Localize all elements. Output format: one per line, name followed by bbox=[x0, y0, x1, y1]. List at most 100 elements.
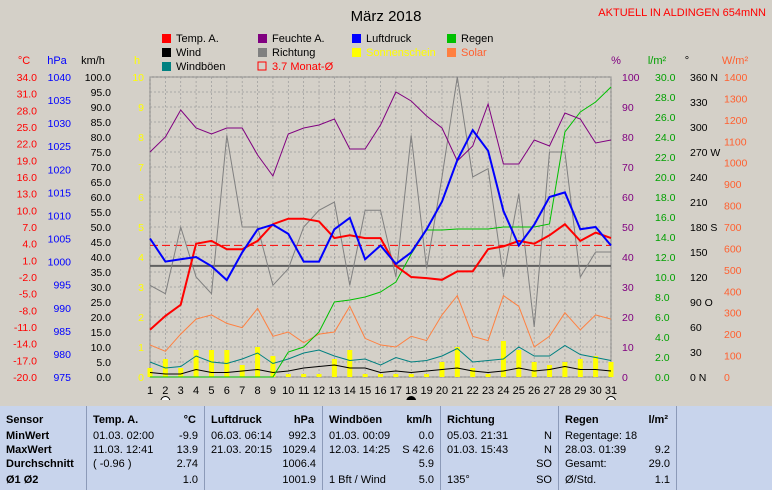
x-tick: 30 bbox=[590, 385, 602, 397]
legend-label: Temp. A. bbox=[176, 33, 219, 45]
deg-tick: 360 N bbox=[690, 72, 718, 84]
series-line-regen bbox=[150, 86, 612, 378]
temp-tick: -11.0 bbox=[14, 322, 37, 334]
left-unit-label: °C bbox=[18, 55, 30, 67]
gust-row: 12.03. 14:25 S 42.6 bbox=[329, 444, 434, 458]
sunshine-bar bbox=[470, 368, 476, 377]
moon-phase-icon bbox=[606, 396, 616, 400]
x-tick: 8 bbox=[255, 385, 261, 397]
rain-row-value: 29.0 bbox=[648, 458, 670, 470]
hpa-tick: 975 bbox=[53, 372, 71, 384]
weather-chart: März 2018 AKTUELL IN ALDINGEN 654mNN Tem… bbox=[13, 7, 766, 400]
temp-header: Temp. A. bbox=[93, 414, 139, 426]
wm2-tick: 900 bbox=[724, 179, 742, 191]
pct-tick: 0 bbox=[622, 372, 628, 384]
gust-row-value: 5.9 bbox=[418, 458, 434, 470]
hpa-tick: 995 bbox=[53, 280, 71, 292]
x-tick: 26 bbox=[528, 385, 540, 397]
kmh-tick: 35.0 bbox=[91, 267, 112, 279]
sunshine-bar bbox=[270, 356, 276, 377]
direction-header: Richtung bbox=[447, 414, 495, 426]
sunshine-bar bbox=[331, 359, 337, 377]
h-tick: 4 bbox=[138, 252, 144, 264]
wm2-tick: 1400 bbox=[724, 72, 748, 84]
h-tick: 7 bbox=[138, 162, 144, 174]
left-unit-label: hPa bbox=[47, 55, 67, 67]
x-tick: 27 bbox=[543, 385, 555, 397]
legend-swatch bbox=[352, 48, 361, 57]
x-tick: 11 bbox=[298, 385, 309, 397]
x-tick: 9 bbox=[270, 385, 276, 397]
lm2-tick: 6.0 bbox=[655, 312, 670, 324]
deg-tick: 210 bbox=[690, 197, 708, 209]
sunshine-bar bbox=[193, 350, 199, 377]
right-unit-label: % bbox=[611, 55, 621, 67]
x-tick: 16 bbox=[374, 385, 386, 397]
pct-tick: 50 bbox=[622, 222, 634, 234]
kmh-tick: 65.0 bbox=[91, 177, 112, 189]
pressure-row: 1001.9 bbox=[211, 474, 316, 488]
hpa-tick: 1010 bbox=[48, 210, 72, 222]
lm2-tick: 22.0 bbox=[655, 152, 676, 164]
direction-row-value: SO bbox=[536, 458, 552, 470]
temp-tick: -8.0 bbox=[19, 305, 37, 317]
temp-tick: 28.0 bbox=[17, 105, 38, 117]
hpa-tick: 1000 bbox=[48, 257, 72, 269]
lm2-tick: 8.0 bbox=[655, 292, 670, 304]
gust-header: Windböen bbox=[329, 414, 383, 426]
sensor-label-avg: Durchschnitt bbox=[6, 458, 74, 470]
kmh-tick: 75.0 bbox=[91, 147, 112, 159]
hpa-tick: 1040 bbox=[48, 72, 72, 84]
kmh-tick: 15.0 bbox=[91, 327, 112, 339]
sunshine-bar bbox=[362, 374, 368, 377]
h-tick: 0 bbox=[138, 372, 144, 384]
sunshine-bar bbox=[255, 347, 261, 377]
right-unit-label: W/m² bbox=[722, 55, 749, 67]
wm2-tick: 800 bbox=[724, 201, 742, 213]
series-line-feuchte-a bbox=[149, 91, 612, 178]
deg-tick: 330 bbox=[690, 97, 708, 109]
kmh-tick: 45.0 bbox=[91, 237, 112, 249]
temp-tick: -20.0 bbox=[13, 372, 37, 384]
sunshine-bar bbox=[285, 374, 291, 377]
legend-swatch bbox=[352, 34, 361, 43]
legend-swatch bbox=[258, 48, 267, 57]
kmh-tick: 85.0 bbox=[91, 117, 112, 129]
wm2-tick: 1100 bbox=[724, 136, 747, 148]
direction-row-label: 01.03. 15:43 bbox=[447, 444, 509, 456]
rain-header: Regen bbox=[565, 414, 599, 426]
lm2-tick: 0.0 bbox=[655, 372, 670, 384]
temp-row-value: -9.9 bbox=[179, 430, 198, 442]
x-tick: 1 bbox=[147, 385, 153, 397]
temp-unit: °C bbox=[183, 414, 196, 426]
x-tick: 15 bbox=[359, 385, 371, 397]
sensor-label-min: MinWert bbox=[6, 430, 50, 442]
legend-label: Feuchte A. bbox=[272, 33, 325, 45]
direction-row-value: N bbox=[544, 444, 552, 456]
lm2-tick: 12.0 bbox=[655, 252, 676, 264]
direction-row-label: 05.03. 21:31 bbox=[447, 430, 509, 442]
lm2-tick: 14.0 bbox=[655, 232, 676, 244]
wm2-tick: 1300 bbox=[724, 93, 748, 105]
temp-tick: 25.0 bbox=[17, 122, 38, 134]
rain-row-label: 28.03. 01:39 bbox=[565, 444, 627, 456]
legend-label: Regen bbox=[461, 33, 493, 45]
right-unit-label: ° bbox=[685, 55, 689, 67]
gust-row-value: 0.0 bbox=[418, 430, 434, 442]
legend-label: Solar bbox=[461, 47, 487, 59]
lm2-tick: 18.0 bbox=[655, 192, 676, 204]
wm2-tick: 400 bbox=[724, 286, 742, 298]
deg-tick: 150 bbox=[690, 247, 708, 259]
wm2-tick: 300 bbox=[724, 308, 742, 320]
sunshine-bar bbox=[593, 356, 599, 377]
rain-row: Gesamt: 29.0 bbox=[565, 458, 670, 472]
hpa-tick: 990 bbox=[53, 303, 71, 315]
gust-row: 5.9 bbox=[329, 458, 434, 472]
chart-legend: Temp. A. Feuchte A. Luftdruck Regen Wind Rich… bbox=[162, 33, 493, 73]
lm2-tick: 10.0 bbox=[655, 272, 676, 284]
sunshine-bar bbox=[208, 350, 214, 377]
left-unit-label: km/h bbox=[81, 55, 105, 67]
h-tick: 9 bbox=[138, 102, 144, 114]
kmh-tick: 90.0 bbox=[91, 102, 112, 114]
lm2-tick: 2.0 bbox=[655, 352, 670, 364]
